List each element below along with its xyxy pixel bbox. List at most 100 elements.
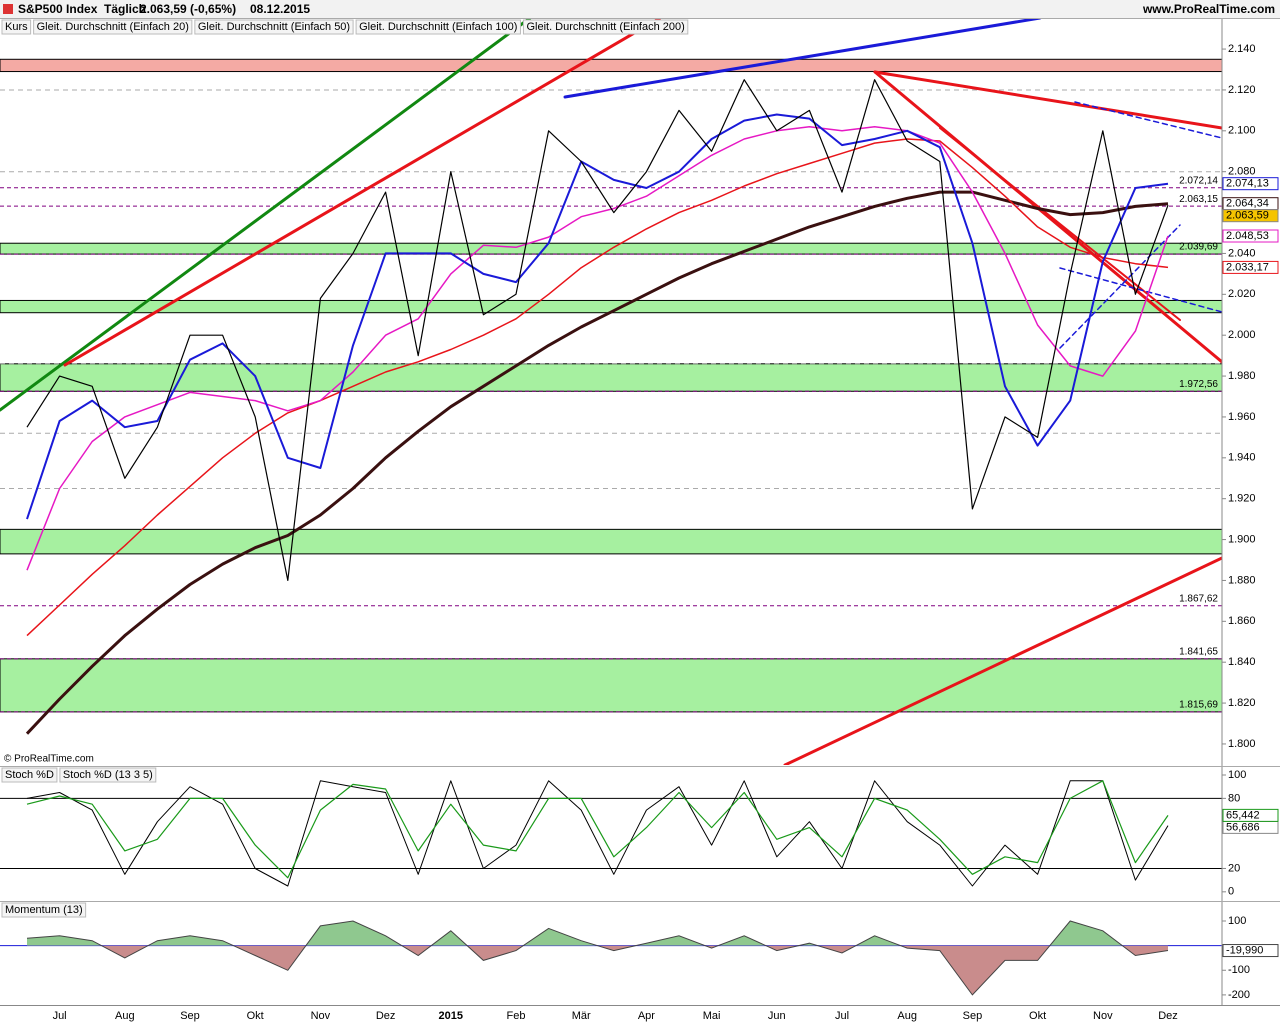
x-tick-label: Jun — [768, 1010, 786, 1022]
momentum-series — [0, 920, 1222, 996]
legend-box — [33, 19, 193, 35]
instrument: S&P500 Index — [18, 2, 98, 16]
labels: 2.072,14 2.063,15 2.039,69 1.972,56 1.867,62… — [1, 19, 1279, 1022]
y-tick-label: 1.980 — [1228, 370, 1256, 382]
series-line — [26, 79, 1169, 581]
last-value-label: 2.063,59 — [1226, 210, 1269, 222]
y-tick-label: 2.100 — [1228, 125, 1256, 137]
x-tick-label: Nov — [1093, 1010, 1113, 1022]
area-up — [27, 921, 1168, 946]
zone — [0, 58, 1222, 73]
legend-box — [522, 19, 689, 35]
zone — [0, 363, 1222, 392]
y-tick-label: 2.020 — [1228, 288, 1256, 300]
series-line — [25, 190, 1169, 735]
y-tick-label: 1.900 — [1228, 533, 1256, 545]
date: 08.12.2015 — [250, 2, 310, 16]
y-tick-label: 2.120 — [1228, 84, 1256, 96]
last-value-label: 2.033,17 — [1226, 261, 1269, 273]
trend-line — [1059, 224, 1181, 349]
zone — [0, 658, 1222, 713]
trend-line — [873, 70, 1222, 364]
y-tick-label: 1.800 — [1228, 738, 1256, 750]
last-value-label: 65,442 — [1226, 809, 1260, 821]
y-tick-label: 2.080 — [1228, 166, 1256, 178]
y-tick-label: 2.000 — [1228, 329, 1256, 341]
last-value-box — [1222, 944, 1279, 958]
period: Täglich — [104, 2, 146, 16]
x-tick-label: Okt — [247, 1010, 264, 1022]
x-tick-label: Dez — [1158, 1010, 1178, 1022]
trend-line — [939, 127, 1181, 321]
x-tick-label: Sep — [963, 1010, 983, 1022]
y-tick-label: 1.940 — [1228, 452, 1256, 464]
stoch-series — [0, 780, 1222, 887]
zone — [0, 528, 1222, 555]
y-tick-label: 1.820 — [1228, 697, 1256, 709]
price-series — [25, 79, 1169, 735]
x-tick-label: Apr — [638, 1010, 655, 1022]
legend-box — [1, 767, 58, 783]
y-tick-label: 100 — [1228, 769, 1246, 781]
legend-label: Momentum (13) — [5, 904, 83, 916]
legend-box — [1, 19, 32, 35]
x-tick-label: 2015 — [439, 1010, 463, 1022]
y-tick-label: -100 — [1228, 964, 1250, 976]
series-line — [26, 780, 1169, 887]
series-line — [26, 113, 1169, 520]
x-tick-label: Dez — [376, 1010, 396, 1022]
x-tick-label: Okt — [1029, 1010, 1046, 1022]
last-value-box — [1222, 229, 1279, 243]
level-label: 2.063,15 — [1179, 194, 1218, 205]
axes — [0, 18, 1280, 1006]
y-tick-label: 0 — [1228, 886, 1234, 898]
last-value-label: -19,990 — [1226, 944, 1263, 956]
y-tick-label: 1.920 — [1228, 493, 1256, 505]
x-tick-label: Sep — [180, 1010, 200, 1022]
legend-label: Stoch %D — [5, 769, 54, 781]
legend-box — [355, 19, 521, 35]
series-line — [26, 920, 1169, 996]
y-tick-label: -200 — [1228, 989, 1250, 1001]
legend-label: Gleit. Durchschnitt (Einfach 50) — [198, 21, 350, 33]
y-tick-label: 1.960 — [1228, 411, 1256, 423]
last-value-box — [1222, 177, 1279, 191]
y-tick-label: 1.860 — [1228, 615, 1256, 627]
last-value-box — [1222, 260, 1279, 274]
last-value-label: 2.048,53 — [1226, 230, 1269, 242]
legend-label: Gleit. Durchschnitt (Einfach 20) — [37, 21, 189, 33]
legend-label: Kurs — [5, 21, 28, 33]
last-value-label: 2.064,34 — [1226, 198, 1269, 210]
x-tick-label: Mai — [703, 1010, 721, 1022]
y-tick-label: 2.040 — [1228, 247, 1256, 259]
y-tick-label: 20 — [1228, 862, 1240, 874]
level-label: 1.867,62 — [1179, 593, 1218, 604]
header-bar — [0, 0, 1280, 18]
level-label: 1.972,56 — [1179, 379, 1218, 390]
series-line — [26, 125, 1169, 571]
site: www.ProRealTime.com — [1142, 2, 1275, 16]
x-tick-label: Feb — [507, 1010, 526, 1022]
x-tick-label: Nov — [311, 1010, 331, 1022]
x-tick-label: Aug — [115, 1010, 135, 1022]
level-label: 2.072,14 — [1179, 175, 1218, 186]
x-tick-label: Mär — [572, 1010, 591, 1022]
last-value-label: 2.074,13 — [1226, 178, 1269, 190]
legend-box — [194, 19, 354, 35]
level-label: 1.815,69 — [1179, 700, 1218, 711]
y-tick-label: 100 — [1228, 915, 1246, 927]
level-label: 1.841,65 — [1179, 646, 1218, 657]
trend-line — [873, 70, 1222, 130]
trend-line — [563, 18, 1042, 99]
legend-label: Gleit. Durchschnitt (Einfach 100) — [359, 21, 517, 33]
trend-line — [783, 556, 1222, 765]
y-tick-label: 2.140 — [1228, 43, 1256, 55]
watermark: © ProRealTime.com — [4, 754, 94, 765]
price-background — [0, 58, 1222, 713]
legend-box — [1, 902, 87, 918]
series-line — [26, 780, 1169, 879]
last-price: 2.063,59 (-0,65%) — [140, 2, 236, 16]
logo — [3, 4, 13, 14]
trend-line — [63, 18, 662, 367]
